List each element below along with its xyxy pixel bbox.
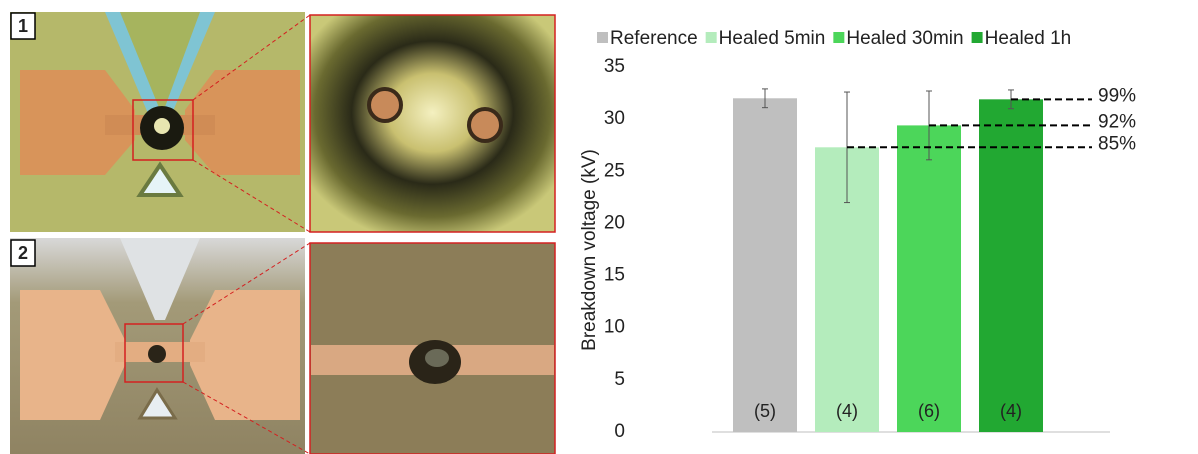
zoom-1	[309, 14, 556, 233]
annotation-label: 85%	[1098, 133, 1136, 154]
annotation-label: 99%	[1098, 85, 1136, 106]
y-tick-label: 5	[614, 369, 625, 390]
sample-size-label: (6)	[918, 401, 940, 421]
legend-label: Healed 30min	[846, 28, 963, 49]
y-tick-label: 15	[604, 265, 625, 286]
y-tick-label: 35	[604, 56, 625, 77]
bar	[897, 125, 961, 433]
y-tick-label: 30	[604, 108, 625, 129]
photo-1	[10, 12, 311, 233]
sample-size-label: (4)	[1000, 401, 1022, 421]
legend-swatch	[597, 32, 608, 43]
legend-label: Reference	[610, 28, 698, 49]
sample-size-label: (5)	[754, 401, 776, 421]
y-tick-label: 25	[604, 160, 625, 181]
panel-label: 1	[18, 16, 28, 36]
bar	[733, 98, 797, 433]
panel-label-box	[10, 12, 36, 40]
legend-label: Healed 1h	[985, 28, 1072, 49]
bar	[979, 99, 1043, 432]
panel-label-box	[10, 239, 36, 267]
legend-swatch	[705, 32, 717, 43]
legend-swatch	[971, 32, 983, 43]
annotation-label: 92%	[1098, 111, 1136, 132]
photo-2	[10, 238, 311, 454]
y-tick-label: 20	[604, 212, 625, 233]
legend-swatch	[833, 32, 845, 43]
sample-size-label: (4)	[836, 401, 858, 421]
y-tick-label: 10	[604, 317, 625, 338]
zoom-2	[309, 242, 556, 454]
y-axis-label: Breakdown voltage (kV)	[579, 149, 600, 351]
panel-label: 2	[18, 243, 28, 263]
y-tick-label: 0	[614, 421, 625, 442]
legend-label: Healed 5min	[719, 28, 826, 49]
